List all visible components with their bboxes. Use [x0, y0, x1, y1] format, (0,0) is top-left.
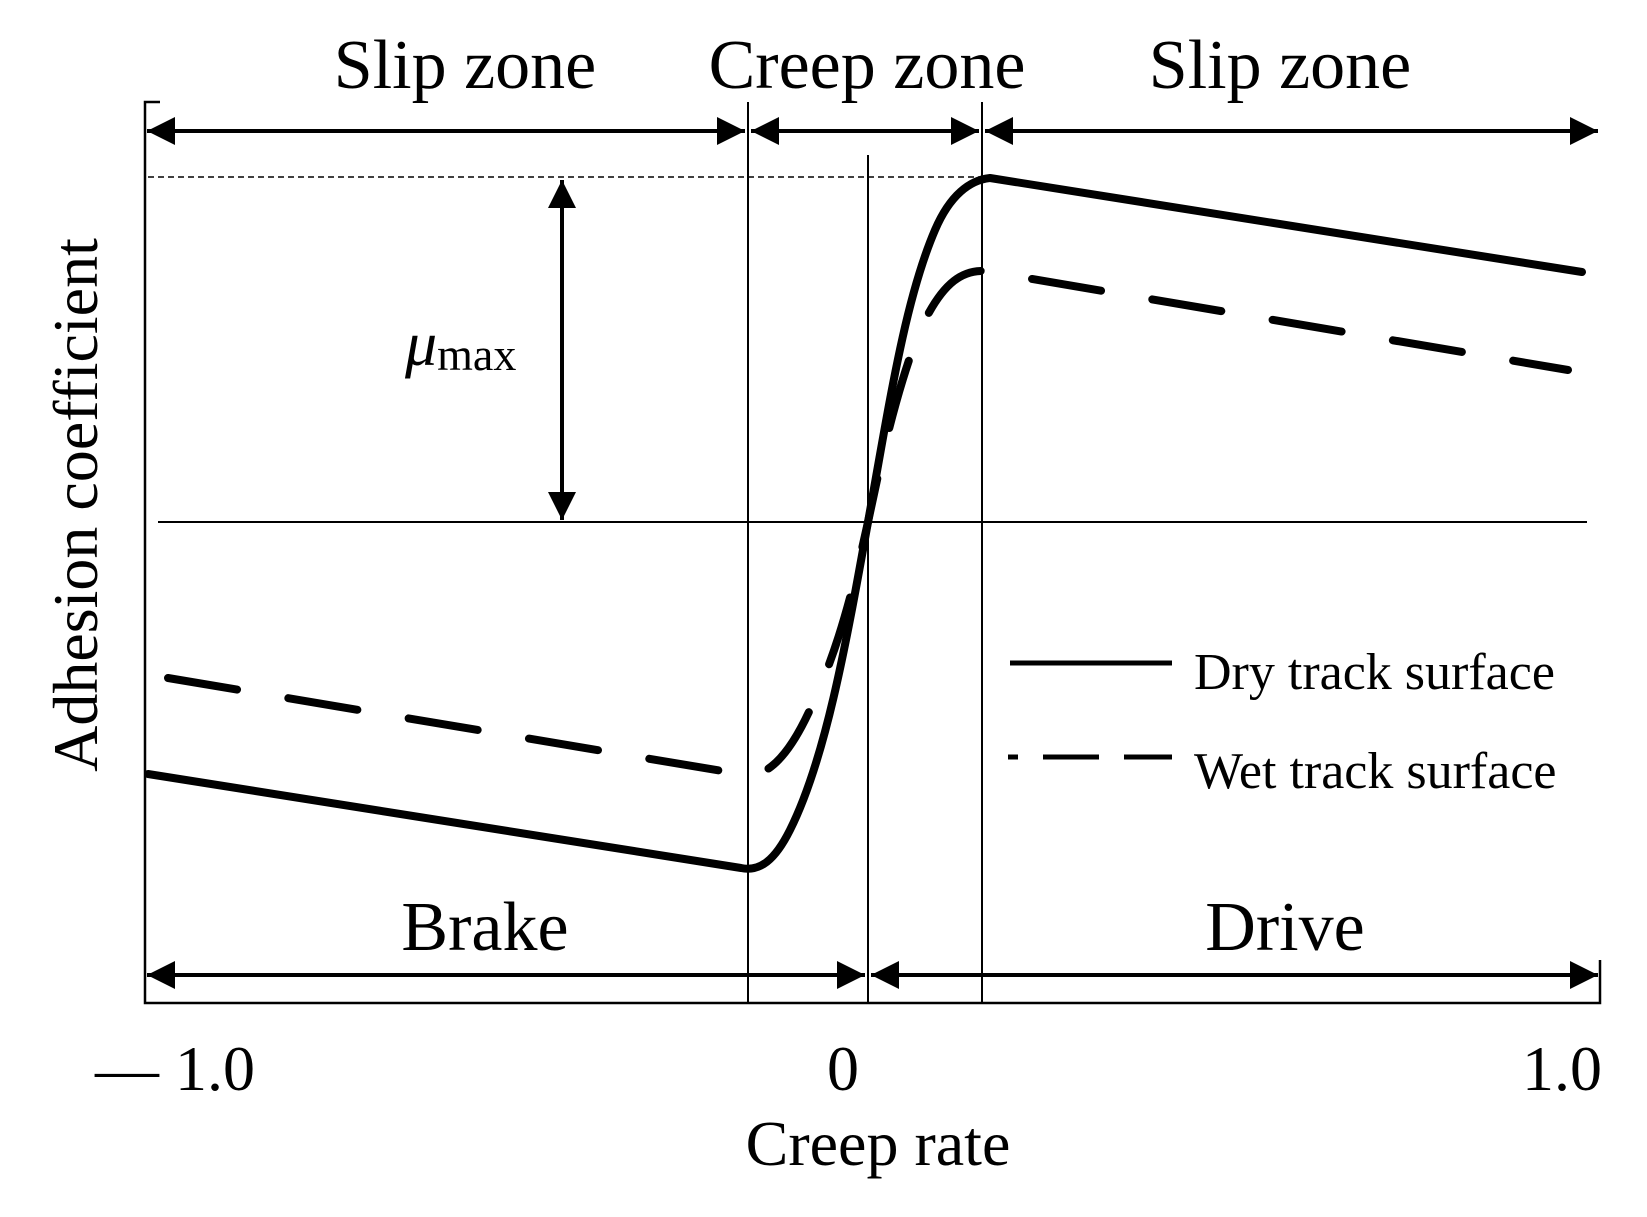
x-axis-label: Creep rate — [746, 1108, 1011, 1179]
zone-label-slip-right: Slip zone — [1149, 27, 1411, 104]
legend: Dry track surface Wet track surface — [1008, 644, 1556, 800]
legend-dry-label: Dry track surface — [1194, 644, 1555, 701]
x-tick-one: 1.0 — [1522, 1033, 1602, 1104]
mode-label-drive: Drive — [1205, 889, 1364, 966]
y-axis-label: Adhesion coefficient — [40, 238, 111, 772]
mu-max-label: μmax — [404, 308, 516, 380]
zone-boundary-lines — [747, 102, 983, 1003]
mu-subscript: max — [437, 329, 516, 380]
mode-label-brake: Brake — [401, 889, 568, 966]
x-tick-zero: 0 — [827, 1033, 859, 1104]
mu-symbol: μ — [404, 308, 437, 379]
legend-wet-label: Wet track surface — [1194, 743, 1556, 800]
wet-track-curve — [164, 266, 1572, 780]
plot-frame — [143, 100, 1602, 1005]
x-tick-neg-one: — 1.0 — [94, 1033, 255, 1104]
zone-label-slip-left: Slip zone — [334, 27, 596, 104]
zone-label-creep: Creep zone — [709, 27, 1026, 104]
